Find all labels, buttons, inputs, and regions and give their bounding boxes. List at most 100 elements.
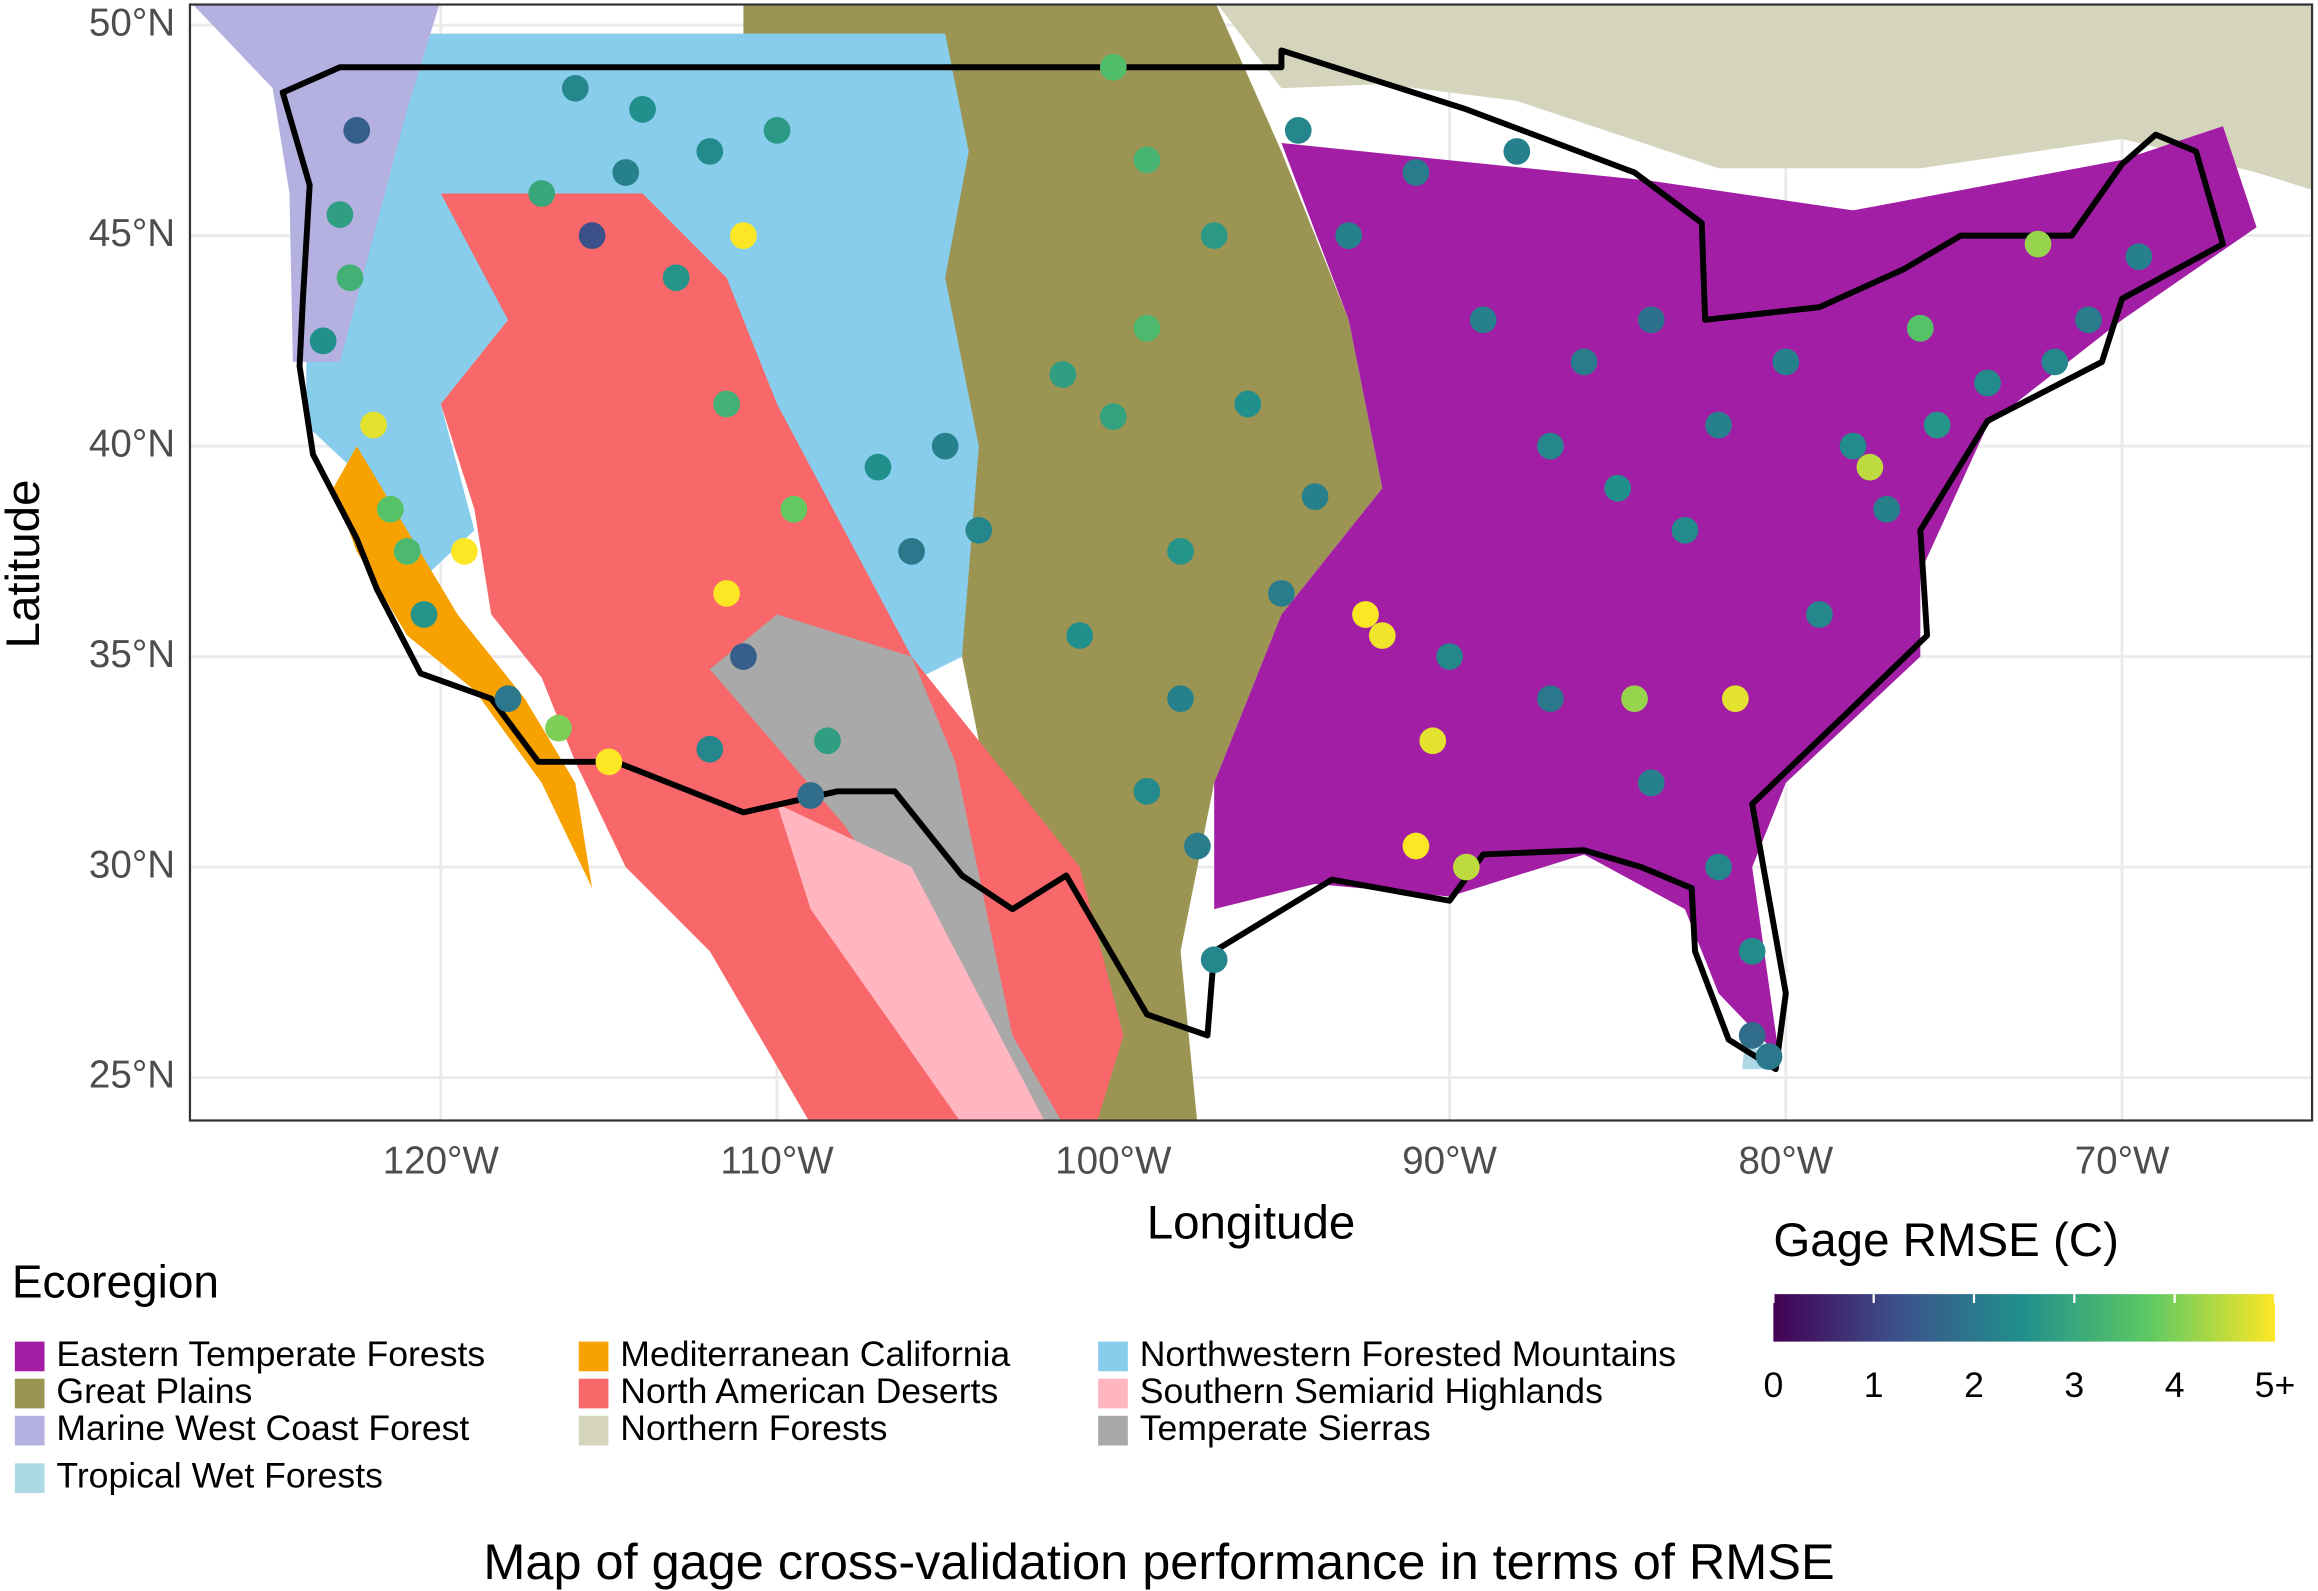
country-outline [279, 47, 2226, 1073]
gage-point [1352, 601, 1379, 628]
legend-swatch [14, 1463, 45, 1493]
gage-point [595, 748, 623, 776]
gage-point [1705, 853, 1732, 881]
gage-point [629, 95, 656, 123]
legend-title: Ecoregion [12, 1255, 219, 1307]
colorbar-label: 3 [2064, 1365, 2084, 1405]
caption: Map of gage cross-validation performance… [483, 1533, 1834, 1590]
gage-point [612, 159, 640, 186]
y-tick-label: 50°N [89, 1, 175, 44]
gage-point [1839, 432, 1867, 460]
gage-point [1503, 138, 1531, 165]
gage-point [1738, 1022, 1766, 1049]
gage-point [1621, 685, 1648, 713]
gage-point [1974, 369, 2001, 397]
ecoregion-area [777, 803, 1045, 1121]
gage-point [713, 390, 740, 418]
map-panel [189, 4, 2313, 1121]
gage-point [1402, 159, 1430, 186]
legend-label: Temperate Sierras [1140, 1408, 1431, 1448]
gage-point [1335, 222, 1363, 249]
gage-point [696, 138, 724, 165]
legend-label: Marine West Coast Forest [56, 1408, 469, 1448]
gage-point [1133, 314, 1161, 342]
gage-point [1637, 769, 1665, 797]
gage-point [730, 643, 757, 670]
colorbar-label: 5+ [2255, 1365, 2296, 1405]
gage-point [1284, 117, 1312, 144]
legend-swatch [578, 1341, 609, 1372]
gage-point [780, 495, 808, 523]
gage-point [1856, 453, 1884, 481]
gage-point [1906, 314, 1934, 342]
x-tick-label: 100°W [1055, 1140, 1172, 1183]
gage-point [965, 516, 993, 544]
gage-point [1537, 685, 1564, 713]
gage-point [931, 432, 959, 460]
gage-point [1133, 777, 1161, 805]
colorbar-label: 0 [1763, 1365, 1783, 1405]
legend-swatch [1098, 1378, 1128, 1409]
gage-point [898, 538, 925, 565]
gage-point [1722, 685, 1749, 713]
ecoregion-area [1217, 4, 2313, 190]
gage-point [713, 580, 740, 607]
colorbar [1773, 1294, 2275, 1342]
x-tick-label: 80°W [1738, 1140, 1833, 1183]
x-axis-title: Longitude [1147, 1196, 1356, 1249]
legend-label: Northern Forests [620, 1408, 887, 1448]
legend-swatch [14, 1378, 45, 1409]
gage-point [1923, 411, 1951, 439]
gage-point [1738, 937, 1766, 965]
gage-point [561, 74, 589, 102]
gage-point [360, 411, 387, 439]
gage-point [326, 201, 354, 228]
gage-point [1099, 403, 1127, 431]
gage-point [578, 222, 606, 249]
gage-point [1301, 483, 1329, 510]
ecoregion-area [1214, 126, 2257, 1057]
gage-point [1167, 685, 1194, 713]
legend-swatch [1098, 1415, 1128, 1446]
gage-point [864, 453, 892, 481]
gage-point [1133, 146, 1161, 174]
gage-point [1604, 474, 1632, 502]
legend-label: Southern Semiarid Highlands [1140, 1371, 1603, 1411]
colorbar-label: 1 [1864, 1365, 1884, 1405]
gage-point [1873, 495, 1901, 523]
legend-label: Eastern Temperate Forests [56, 1334, 485, 1374]
y-tick-label: 45°N [89, 212, 175, 255]
gage-point [1066, 622, 1094, 649]
gage-point [410, 601, 438, 628]
gage-point [2075, 306, 2102, 334]
gage-point [2024, 230, 2052, 258]
ecoregion-area [193, 4, 440, 362]
gage-point [1268, 580, 1295, 607]
gage-point [1637, 306, 1665, 334]
gage-point [377, 495, 404, 523]
x-tick-label: 110°W [720, 1140, 834, 1183]
legend-label: Tropical Wet Forests [56, 1456, 383, 1496]
gage-point [2125, 243, 2153, 271]
gage-point [1234, 390, 1262, 418]
gage-point [1167, 538, 1194, 565]
gage-point [1772, 348, 1800, 376]
gage-point [1537, 432, 1564, 460]
gage-point [1469, 306, 1497, 334]
colorbar-title: Gage RMSE (C) [1773, 1214, 2119, 1267]
gage-point [1453, 853, 1480, 881]
gage-point [309, 327, 337, 355]
gage-point [545, 714, 572, 742]
legend-swatch [1098, 1341, 1128, 1372]
legend-swatch [578, 1415, 609, 1446]
legend-swatch [14, 1341, 45, 1372]
legend-label: Northwestern Forested Mountains [1140, 1334, 1676, 1374]
gage-point [1402, 832, 1430, 860]
gage-point [1099, 53, 1127, 81]
y-tick-label: 25°N [89, 1054, 175, 1097]
gage-point [1671, 516, 1699, 544]
gage-point [1184, 832, 1211, 860]
gage-point [1200, 222, 1228, 249]
y-tick-label: 30°N [89, 843, 175, 886]
gage-point [696, 735, 724, 763]
